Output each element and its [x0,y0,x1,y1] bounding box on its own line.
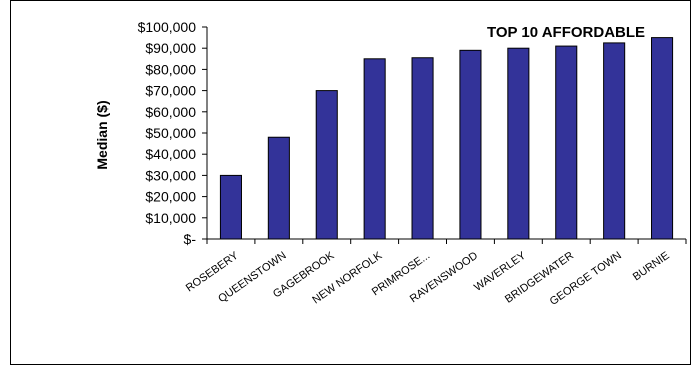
bar [363,58,386,240]
y-tick-label: $20,000 [145,189,196,205]
bar [411,57,434,240]
y-tick-label: $10,000 [145,210,196,226]
y-tick-label: $50,000 [145,125,196,141]
x-axis-ticks [206,239,687,244]
bar [507,47,530,240]
y-axis-ticks: $- $10,000 $20,000 $30,000 $40,000 $50,000 $60… [138,19,207,247]
bar [267,136,290,240]
y-tick-label: $30,000 [145,167,196,183]
y-tick-label: $100,000 [138,19,197,35]
bar [219,174,242,240]
y-axis-title: Median ($) [94,100,110,169]
y-tick-label: $90,000 [145,40,196,56]
bar [459,49,482,240]
bar [651,37,674,240]
bar [603,42,626,240]
y-tick-label: $- [184,231,197,247]
y-tick-label: $70,000 [145,83,196,99]
y-tick-label: $60,000 [145,104,196,120]
y-tick-label: $80,000 [145,61,196,77]
chart-border [10,0,691,365]
bar [315,90,338,240]
bar-series [219,37,674,240]
bar [555,45,578,240]
y-tick-label: $40,000 [145,146,196,162]
chart-title: TOP 10 AFFORDABLE [487,24,645,41]
